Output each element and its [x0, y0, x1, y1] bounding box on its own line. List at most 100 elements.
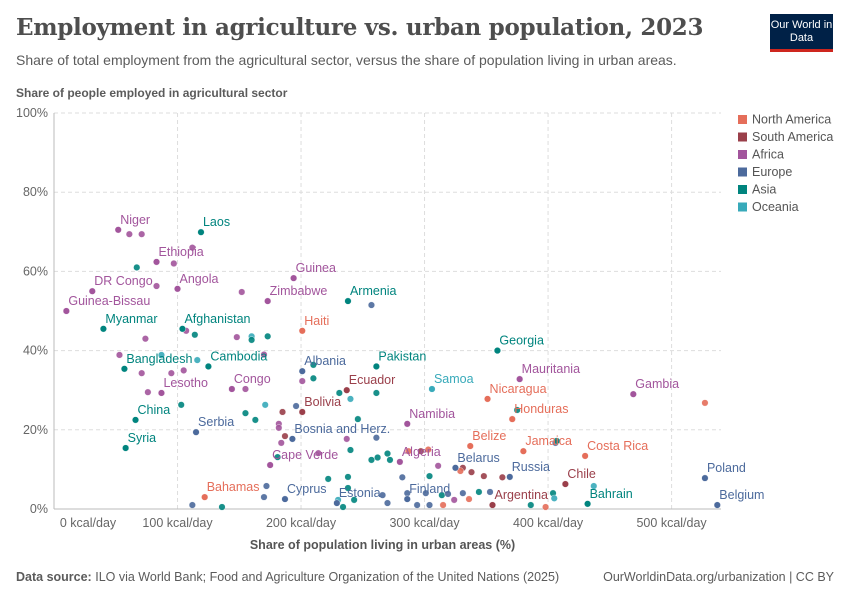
x-tick-label: 500 kcal/day — [636, 516, 707, 530]
legend-swatch — [738, 150, 747, 159]
data-point-armenia — [344, 297, 352, 305]
point-label: Cambodia — [210, 349, 267, 363]
data-point-haiti — [298, 327, 306, 335]
data-point-gambia — [629, 390, 637, 398]
point-label: Argentina — [494, 488, 548, 502]
point-label: Mauritania — [522, 362, 580, 376]
data-point — [248, 336, 256, 344]
data-point — [339, 503, 347, 511]
y-tick-label: 80% — [23, 185, 48, 199]
point-label: Nicaragua — [490, 382, 547, 396]
point-label: Niger — [120, 213, 150, 227]
data-point-zimbabwe — [264, 297, 272, 305]
data-point — [367, 301, 375, 309]
legend-swatch — [738, 167, 747, 177]
data-point — [218, 503, 226, 511]
data-point — [167, 369, 175, 377]
point-label: Chile — [567, 467, 596, 481]
point-label: China — [138, 403, 171, 417]
data-point — [264, 332, 272, 340]
data-point — [275, 424, 283, 432]
point-label: Haiti — [304, 314, 329, 328]
data-point — [372, 434, 380, 442]
data-point-pakistan — [372, 362, 380, 370]
data-point — [444, 490, 452, 498]
data-point — [144, 388, 152, 396]
data-point — [475, 488, 483, 496]
point-label: Belgium — [719, 488, 764, 502]
point-label: Honduras — [514, 402, 568, 416]
point-label: Serbia — [198, 415, 234, 429]
data-point-chile — [561, 480, 569, 488]
legend-item: Europe — [752, 165, 792, 179]
data-point-georgia — [493, 347, 501, 355]
data-point — [542, 503, 550, 511]
point-label: Syria — [128, 431, 157, 445]
legend-swatch — [738, 115, 747, 124]
data-point — [157, 351, 165, 359]
data-point — [434, 462, 442, 470]
data-point-estonia — [333, 499, 341, 507]
source-text: ILO via World Bank; Food and Agriculture… — [95, 570, 560, 584]
data-point-niger — [114, 226, 122, 234]
point-label: Afghanistan — [184, 312, 250, 326]
data-point — [450, 496, 458, 504]
data-point-albania — [298, 367, 306, 375]
data-point — [486, 488, 494, 496]
data-point — [238, 288, 246, 296]
data-point-ethiopia — [153, 258, 161, 266]
point-label: Bosnia and Herz. — [294, 422, 390, 436]
data-point-bosnia-and-herz- — [288, 435, 296, 443]
data-point — [367, 456, 375, 464]
point-label: Pakistan — [378, 349, 426, 363]
data-point — [550, 494, 558, 502]
data-point-finland — [403, 495, 411, 503]
data-point — [141, 335, 149, 343]
owid-logo[interactable]: Our World in Data — [770, 14, 833, 52]
point-label: Laos — [203, 215, 230, 229]
footer-link[interactable]: OurWorldinData.org/urbanization | CC BY — [603, 570, 834, 584]
data-point — [374, 454, 382, 462]
point-label: Finland — [409, 482, 450, 496]
data-point-cambodia — [204, 362, 212, 370]
data-point-jamaica — [519, 447, 527, 455]
y-tick-label: 40% — [23, 344, 48, 358]
point-label: Bahamas — [207, 480, 260, 494]
data-point-bangladesh — [120, 365, 128, 373]
x-tick-label: 400 kcal/day — [513, 516, 584, 530]
data-point-china — [132, 416, 140, 424]
data-point — [590, 482, 598, 490]
data-point — [170, 259, 178, 267]
data-point-honduras — [508, 415, 516, 423]
data-point — [398, 473, 406, 481]
legend-swatch — [738, 132, 747, 142]
legend-item: Asia — [752, 183, 776, 197]
data-point — [379, 491, 387, 499]
point-label: Bahrain — [590, 487, 633, 501]
x-tick-label: 200 kcal/day — [266, 516, 337, 530]
data-point — [354, 415, 362, 423]
data-point-cape-verde — [266, 461, 274, 469]
point-label: Belarus — [457, 451, 499, 465]
data-point-ecuador — [343, 386, 351, 394]
point-label: Bangladesh — [126, 352, 192, 366]
point-label: Russia — [512, 460, 550, 474]
y-tick-label: 0% — [30, 502, 48, 516]
data-point — [372, 389, 380, 397]
data-point — [467, 468, 475, 476]
data-point — [188, 501, 196, 509]
chart-subtitle: Share of total employment from the agric… — [16, 52, 677, 68]
data-point-nicaragua — [484, 395, 492, 403]
data-point — [384, 499, 392, 507]
legend-swatch — [738, 202, 747, 212]
data-point — [153, 282, 161, 290]
data-point — [309, 361, 317, 369]
point-label: Zimbabwe — [270, 284, 328, 298]
data-point — [701, 399, 709, 407]
data-point-afghanistan — [178, 325, 186, 333]
data-point — [413, 501, 421, 509]
data-point — [251, 416, 259, 424]
point-label: Jamaica — [525, 434, 572, 448]
data-point-bolivia — [298, 408, 306, 416]
